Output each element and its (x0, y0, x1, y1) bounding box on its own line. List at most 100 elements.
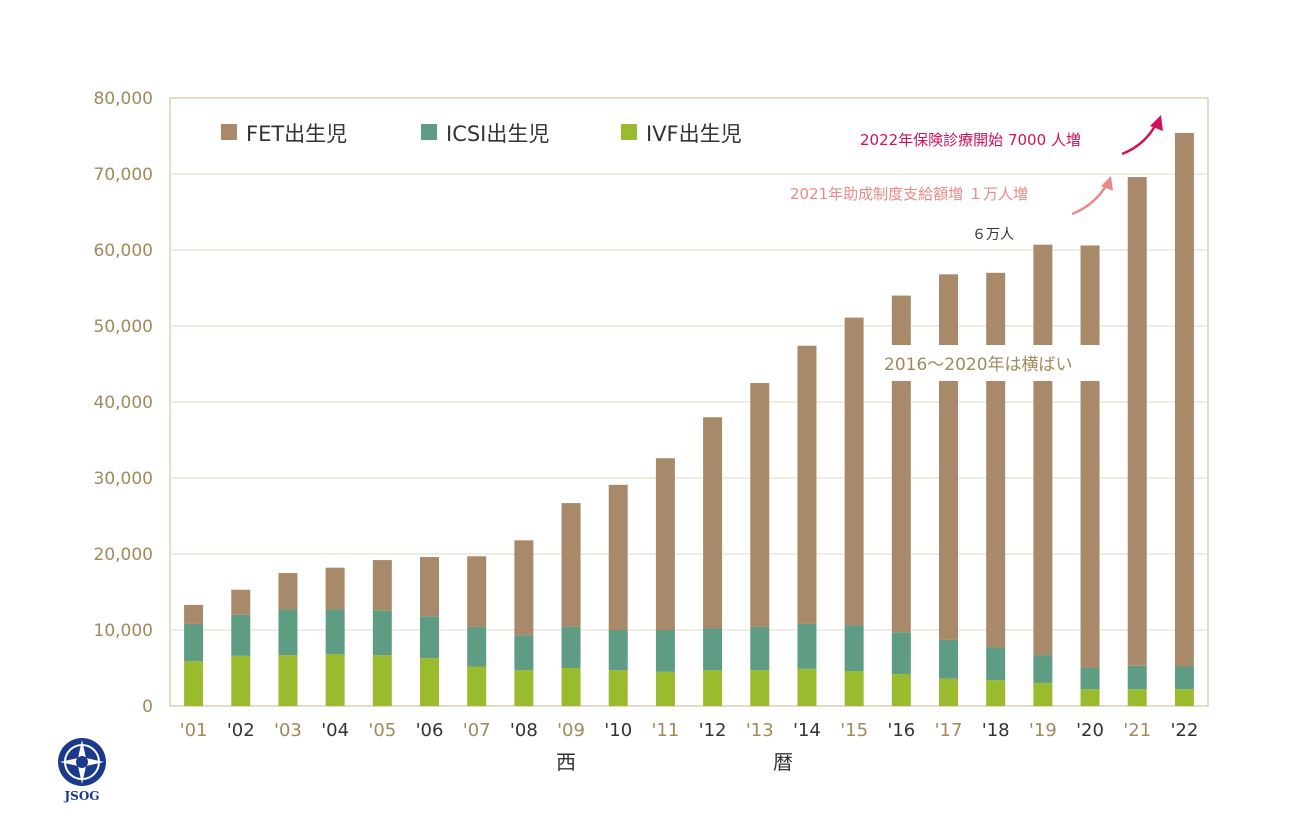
bar-segment-ivf (278, 655, 298, 706)
y-tick-label: 0 (142, 697, 153, 717)
y-tick-label: 80,000 (94, 89, 153, 109)
bar-segment-fet (325, 567, 345, 610)
bar-segment-icsi (844, 625, 864, 672)
x-tick-label: '20 (1076, 720, 1104, 741)
bar-segment-icsi (1127, 665, 1147, 690)
y-tick-label: 30,000 (94, 469, 153, 489)
insurance-arrow (1121, 123, 1158, 156)
bar-segment-icsi (278, 609, 298, 656)
legend-swatch-ivf (621, 124, 637, 140)
bar-segment-ivf (514, 670, 534, 706)
bar-segment-ivf (655, 671, 675, 706)
insurance-annotation: 2022年保険診療開始 7000 人増 (860, 131, 1081, 149)
bar-segment-fet (1127, 177, 1147, 666)
bar-segment-fet (939, 274, 958, 640)
y-tick-label: 40,000 (94, 393, 153, 413)
y-tick-label: 20,000 (94, 545, 153, 565)
jsog-logo: JSOG (52, 735, 112, 807)
bar-segment-fet (420, 557, 439, 617)
bar-segment-fet (514, 540, 534, 636)
legend-label-fet: FET出生児 (246, 122, 347, 146)
subsidy-annotation: 2021年助成制度支給額増 １万人増 (790, 185, 1028, 203)
bar-segment-icsi (1080, 668, 1100, 690)
legend-swatch-icsi (421, 124, 437, 140)
x-tick-label: '22 (1170, 720, 1198, 741)
bar-segment-fet (844, 317, 864, 626)
bar-segment-icsi (467, 626, 487, 667)
x-tick-label: '15 (840, 720, 868, 741)
bar-segment-fet (608, 484, 628, 630)
plateau-annotation: 2016～2020年は横ばい (884, 355, 1073, 375)
x-tick-label: '11 (651, 720, 679, 741)
x-tick-label: '01 (180, 720, 208, 741)
y-tick-label: 70,000 (94, 165, 153, 185)
subsidy-arrow (1071, 183, 1109, 216)
jsog-logo-text: JSOG (64, 789, 100, 803)
x-tick-label: '13 (746, 720, 774, 741)
bar-segment-fet (986, 272, 1006, 648)
x-tick-label: '07 (463, 720, 491, 741)
x-tick-label: '02 (227, 720, 255, 741)
bar-segment-ivf (325, 654, 345, 706)
bar-segment-icsi (325, 609, 345, 655)
x-tick-label: '19 (1029, 720, 1057, 741)
bar-segment-ivf (1174, 689, 1194, 706)
bar-segment-icsi (797, 623, 817, 669)
bar-segment-fet (278, 573, 298, 610)
y-tick-label: 50,000 (94, 317, 153, 337)
bar-segment-icsi (372, 610, 392, 656)
jsog-emblem-icon (58, 738, 106, 786)
x-axis-label-char-1: 西 (556, 750, 576, 774)
x-tick-label: '09 (557, 720, 585, 741)
bar-segment-icsi (608, 630, 628, 671)
legend-swatch-fet (221, 124, 237, 140)
bar-segment-fet (1174, 132, 1194, 667)
bar-segment-icsi (750, 626, 770, 671)
bar-segment-fet (231, 589, 251, 615)
bar-segment-ivf (750, 670, 770, 706)
y-axis: 80,000 70,000 60,000 50,000 40,000 30,000 20,0… (94, 89, 153, 717)
bar-segment-icsi (514, 635, 534, 671)
bar-segment-fet (1033, 244, 1053, 656)
bar-segment-ivf (703, 670, 723, 706)
bar-segment-fet (703, 417, 723, 629)
bar-segment-fet (372, 560, 392, 611)
bar-segment-fet (750, 383, 770, 627)
bar-segment-icsi (561, 626, 581, 668)
y-tick-label: 10,000 (94, 621, 153, 641)
x-tick-label: '04 (321, 720, 349, 741)
x-tick-label: '10 (604, 720, 632, 741)
bar-segment-fet (797, 345, 817, 624)
insurance-arrow-head (1150, 115, 1163, 131)
bar-segment-ivf (467, 666, 487, 706)
bar-segment-icsi (891, 632, 911, 675)
bar-segment-ivf (231, 655, 251, 706)
bar-segment-fet (184, 604, 204, 624)
legend-label-ivf: IVF出生児 (646, 122, 742, 146)
bar-segment-icsi (231, 614, 251, 656)
x-tick-label: '14 (793, 720, 821, 741)
bar-segment-fet (655, 458, 675, 630)
x-axis-label-char-2: 暦 (773, 750, 793, 774)
bar-segment-icsi (420, 616, 439, 659)
bar-segment-icsi (184, 623, 204, 662)
sixty-thousand-annotation: ６万人 (972, 227, 1014, 243)
x-tick-label: '12 (699, 720, 727, 741)
subsidy-arrow-head (1101, 176, 1113, 191)
y-tick-label: 60,000 (94, 241, 153, 261)
bar-segment-fet (561, 503, 581, 627)
x-tick-label: '03 (274, 720, 302, 741)
x-tick-label: '16 (887, 720, 915, 741)
bar-segment-ivf (939, 678, 958, 706)
x-tick-label: '17 (935, 720, 963, 741)
bar-segment-ivf (420, 658, 439, 706)
plateau-label-background (880, 345, 1102, 381)
bar-segment-ivf (608, 670, 628, 706)
bar-segment-icsi (1174, 666, 1194, 690)
bar-segment-icsi (655, 630, 675, 672)
bar-segment-ivf (844, 671, 864, 706)
bar-segment-ivf (1127, 689, 1147, 706)
bars (184, 132, 1194, 706)
bar-segment-fet (467, 556, 487, 627)
x-axis: '01 '02 '03 '04 '05 '06 '07 '08 '09 '10 '11 '12 '13 '… (180, 720, 1199, 741)
